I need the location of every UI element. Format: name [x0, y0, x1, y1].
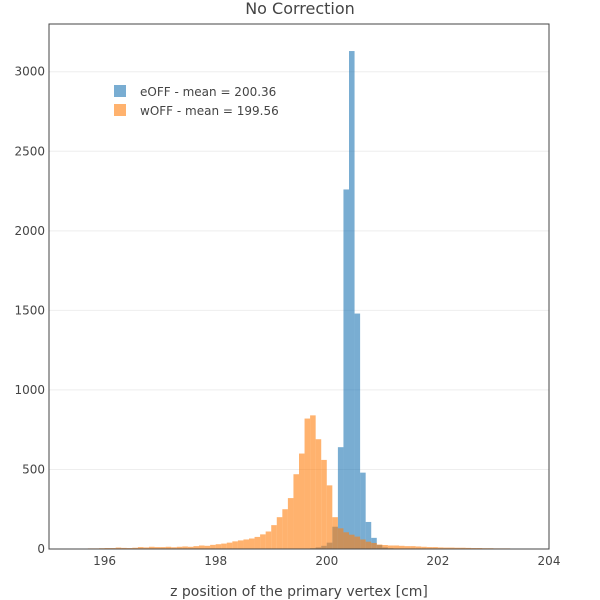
y-tick-label: 3000 — [14, 65, 45, 79]
histogram-bar-woff — [121, 547, 127, 549]
histogram-bar-woff — [176, 546, 183, 549]
histogram-bar-woff — [404, 546, 411, 549]
histogram-bar-woff — [299, 453, 305, 549]
histogram-bar-woff — [465, 547, 472, 549]
histogram-bar-woff — [137, 547, 144, 549]
histogram-bar-eoff — [337, 447, 344, 549]
histogram-bar-woff — [210, 544, 216, 549]
histogram-bar-woff — [204, 545, 211, 549]
histogram-bar-woff — [249, 538, 255, 549]
histogram-bar-woff — [354, 536, 361, 549]
histogram-bar-woff — [454, 547, 461, 549]
histogram-bar-woff — [382, 545, 388, 549]
x-tick-label: 198 — [204, 554, 227, 568]
x-tick-label: 196 — [93, 554, 116, 568]
axes: 0 500 1000 1500 2000 2500 3000 196 198 200 202 204 — [14, 23, 561, 568]
histogram-bar-woff — [432, 547, 438, 549]
legend-swatch — [114, 104, 126, 116]
histogram-bar-woff — [310, 415, 316, 549]
legend-label: wOFF - mean = 199.56 — [140, 104, 279, 118]
histogram-bar-woff — [215, 544, 222, 549]
y-tick-label: 2500 — [14, 144, 45, 158]
x-tick-label: 202 — [426, 554, 449, 568]
histogram-bar-woff — [199, 545, 205, 549]
histogram-bar-woff — [282, 509, 288, 549]
x-axis-title: z position of the primary vertex [cm] — [170, 584, 428, 600]
histogram-bar-woff — [315, 439, 322, 549]
histogram-bar-woff — [265, 531, 272, 549]
chart-title: No Correction — [245, 0, 355, 18]
histogram-bar-woff — [287, 498, 294, 549]
histogram-bar-woff — [260, 534, 266, 549]
histogram-bar-woff — [349, 534, 355, 549]
histogram-bar-woff — [437, 547, 444, 549]
histogram-bar-eoff — [365, 521, 372, 549]
x-tick-label: 200 — [315, 554, 338, 568]
y-tick-label: 0 — [37, 542, 45, 556]
histogram-bar-woff — [443, 547, 449, 549]
histogram-bar-eoff — [343, 189, 349, 550]
histogram-bar-woff — [254, 536, 261, 549]
histogram-bar-woff — [149, 546, 155, 549]
histogram-bar-woff — [387, 545, 394, 549]
histogram-bar-woff — [193, 546, 199, 549]
histogram-bar-eoff — [354, 313, 361, 549]
histogram-bar-woff — [154, 547, 161, 549]
histogram-bar-woff — [426, 547, 433, 549]
histogram-bar-woff — [232, 541, 238, 549]
histogram-bar-woff — [160, 547, 166, 549]
histogram-bar-woff — [304, 418, 311, 549]
gridlines — [49, 71, 549, 470]
histogram-bar-woff — [276, 517, 283, 549]
histogram-bar-woff — [243, 539, 249, 549]
histogram-bar-woff — [165, 546, 172, 549]
histogram-bar-woff — [187, 546, 194, 549]
histogram-bar-woff — [182, 546, 188, 549]
histogram-bar-woff — [293, 474, 299, 549]
x-tick-label: 204 — [538, 554, 561, 568]
histogram-bar-woff — [226, 542, 233, 549]
histogram-bar-woff — [376, 544, 383, 549]
histogram-bar-woff — [332, 517, 338, 549]
y-tick-label: 2000 — [14, 224, 45, 238]
histogram-bar-woff — [460, 547, 466, 549]
legend: eOFF - mean = 200.36 wOFF - mean = 199.56 — [114, 85, 279, 118]
histogram-bar-eoff — [349, 51, 355, 549]
histogram-bar-woff — [171, 547, 177, 549]
histogram-bar-woff — [371, 542, 377, 549]
histogram-bar-woff — [271, 525, 277, 549]
histogram-bar-woff — [415, 546, 422, 549]
histogram-bar-woff — [143, 547, 149, 549]
y-tick-label: 1000 — [14, 383, 45, 397]
histogram-bar-woff — [132, 547, 138, 549]
histogram-bar-woff — [421, 546, 427, 549]
histogram-bar-woff — [360, 539, 366, 549]
y-tick-label: 500 — [22, 462, 45, 476]
histogram-bar-woff — [321, 459, 327, 549]
histogram-bar-woff — [365, 541, 372, 549]
legend-label: eOFF - mean = 200.36 — [140, 85, 276, 99]
legend-swatch — [114, 85, 126, 97]
histogram-bar-woff — [410, 546, 416, 549]
histogram-bar-woff — [237, 540, 244, 549]
histogram-bar-woff — [326, 485, 333, 549]
histogram-bar-woff — [221, 543, 227, 549]
plot-frame — [48, 23, 550, 550]
histogram-bar-woff — [343, 532, 349, 549]
histogram-bar-woff — [449, 547, 455, 549]
histogram-bar-woff — [337, 528, 344, 549]
histogram-bar-woff — [393, 545, 399, 549]
histogram-bar-woff — [399, 545, 405, 549]
histogram-bar-eoff — [360, 472, 366, 549]
histogram-bars — [49, 51, 549, 550]
y-tick-label: 1500 — [14, 303, 45, 317]
histogram-bar-woff — [115, 547, 122, 549]
